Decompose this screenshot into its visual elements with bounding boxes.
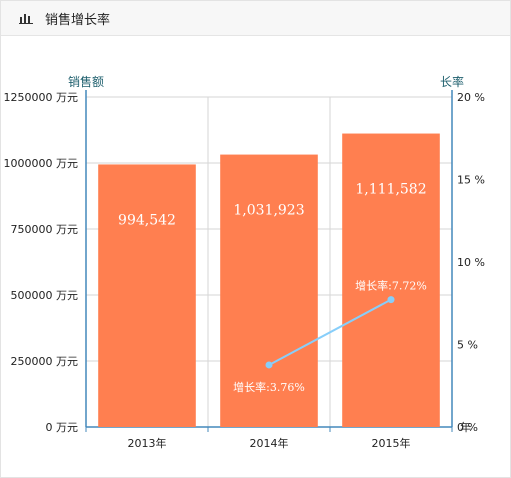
y2-tick-label: 20 % [457, 91, 485, 104]
y-tick-label: 500000 万元 [11, 289, 79, 302]
growth-line [268, 298, 392, 366]
y2-axis-name: 长率 [440, 74, 464, 89]
bar [220, 154, 318, 427]
x-tick-label: 2014年 [250, 436, 289, 450]
y-tick-label: 0 万元 [46, 421, 79, 434]
bar-value-label: 1,031,923 [233, 203, 304, 219]
y-tick-label: 250000 万元 [11, 355, 79, 368]
bar [342, 133, 440, 427]
panel-header: 销售增长率 [1, 1, 510, 36]
y-axis-name: 销售额 [68, 74, 104, 89]
panel-title: 销售增长率 [45, 13, 111, 28]
growth-label: 增长率:3.76% [233, 380, 305, 394]
y2-tick-label: 10 % [457, 256, 485, 269]
growth-label: 增长率:7.72% [355, 279, 427, 293]
x-axis-name: 年 [460, 420, 471, 434]
y2-tick-label: 15 % [457, 174, 485, 187]
bar-value-label: 994,542 [118, 212, 176, 228]
bar-value-label: 1,111,582 [355, 182, 426, 198]
y2-tick-label: 5 % [457, 339, 478, 352]
y2-tick-label: 0 % [457, 421, 478, 434]
bar [98, 164, 196, 427]
x-tick-label: 2013年 [128, 436, 167, 450]
y-tick-label: 750000 万元 [11, 223, 79, 236]
y-tick-label: 1250000 万元 [4, 91, 79, 104]
y-tick-label: 1000000 万元 [4, 157, 79, 170]
bar-chart-icon [19, 14, 33, 24]
x-tick-label: 2015年 [372, 436, 411, 450]
growth-point [387, 296, 395, 304]
growth-point [265, 361, 273, 369]
